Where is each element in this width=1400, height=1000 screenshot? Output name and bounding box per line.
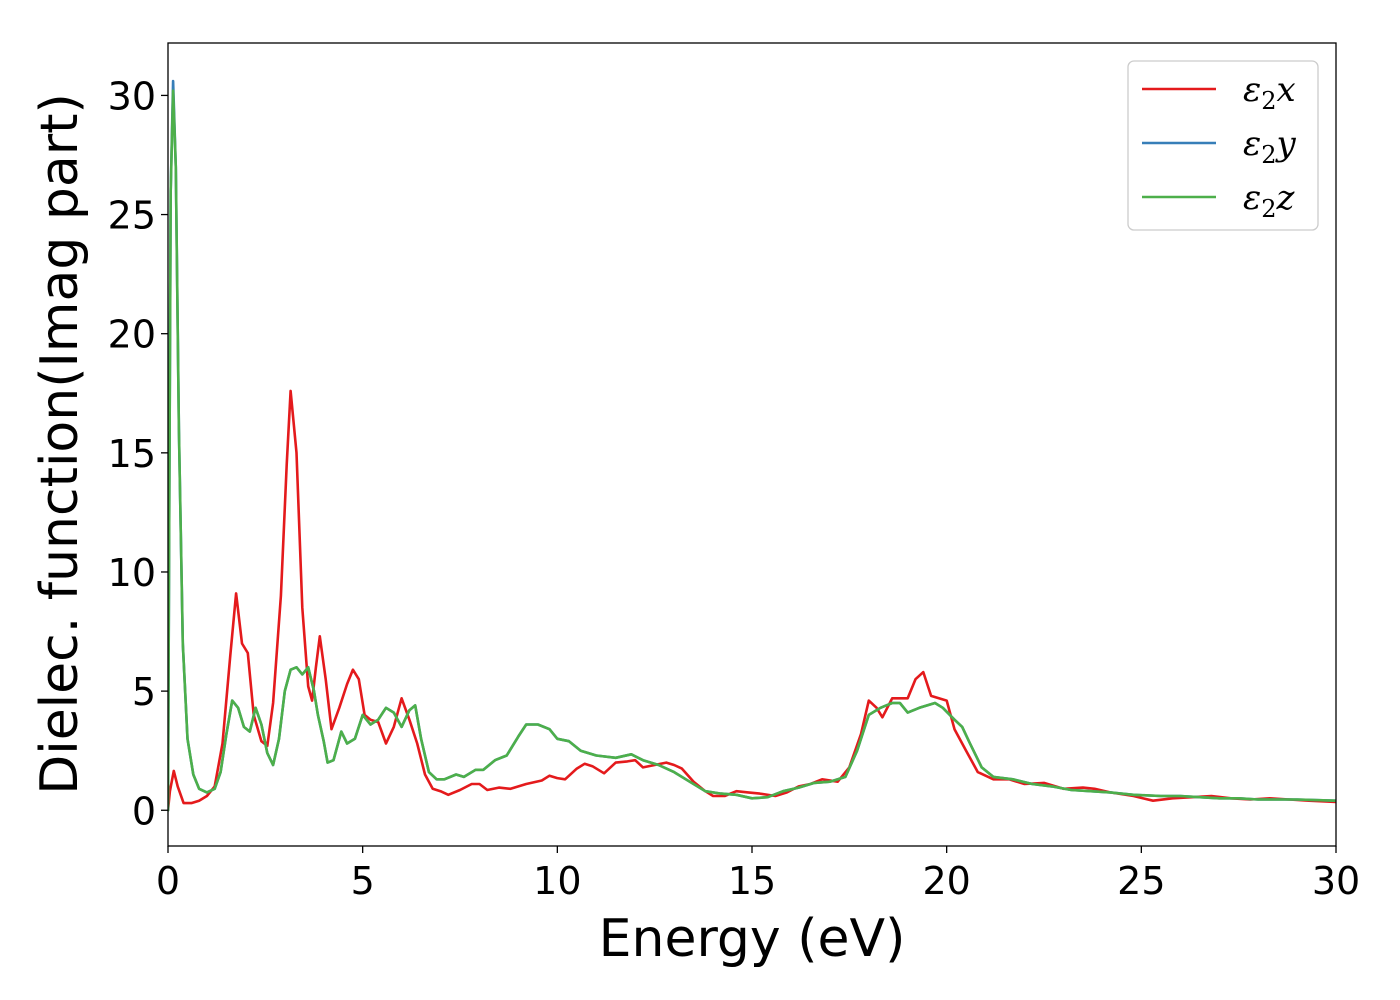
legend: ε2x ε2y ε2z: [1127, 60, 1319, 231]
x-tick-label: 20: [922, 859, 970, 903]
y-tick-label: 10: [108, 551, 156, 595]
legend-box: [1127, 60, 1319, 231]
y-tick-label: 15: [108, 432, 156, 476]
legend-label-x: ε2x: [1243, 70, 1296, 115]
y-tick-label: 30: [108, 74, 156, 118]
y-tick-label: 25: [108, 194, 156, 238]
y-axis-label: Dielec. function(Imag part): [30, 93, 90, 795]
y-axis: 0 5 10 15 20 25 30: [108, 74, 168, 833]
y-tick-label: 0: [132, 789, 156, 833]
x-axis-label: Energy (eV): [599, 909, 906, 969]
x-tick-label: 15: [728, 859, 776, 903]
legend-label-z: ε2z: [1243, 178, 1296, 223]
series-layer: [168, 79, 1336, 812]
legend-label-y: ε2y: [1243, 124, 1297, 169]
series-line-x: [168, 389, 1336, 812]
x-tick-label: 25: [1117, 859, 1165, 903]
series-line-z: [168, 89, 1336, 812]
x-tick-label: 10: [533, 859, 581, 903]
x-tick-label: 5: [351, 859, 375, 903]
x-tick-label: 0: [156, 859, 180, 903]
x-axis: 0 5 10 15 20 25 30: [156, 846, 1360, 903]
x-tick-label: 30: [1312, 859, 1360, 903]
y-tick-label: 5: [132, 670, 156, 714]
y-tick-label: 20: [108, 313, 156, 357]
